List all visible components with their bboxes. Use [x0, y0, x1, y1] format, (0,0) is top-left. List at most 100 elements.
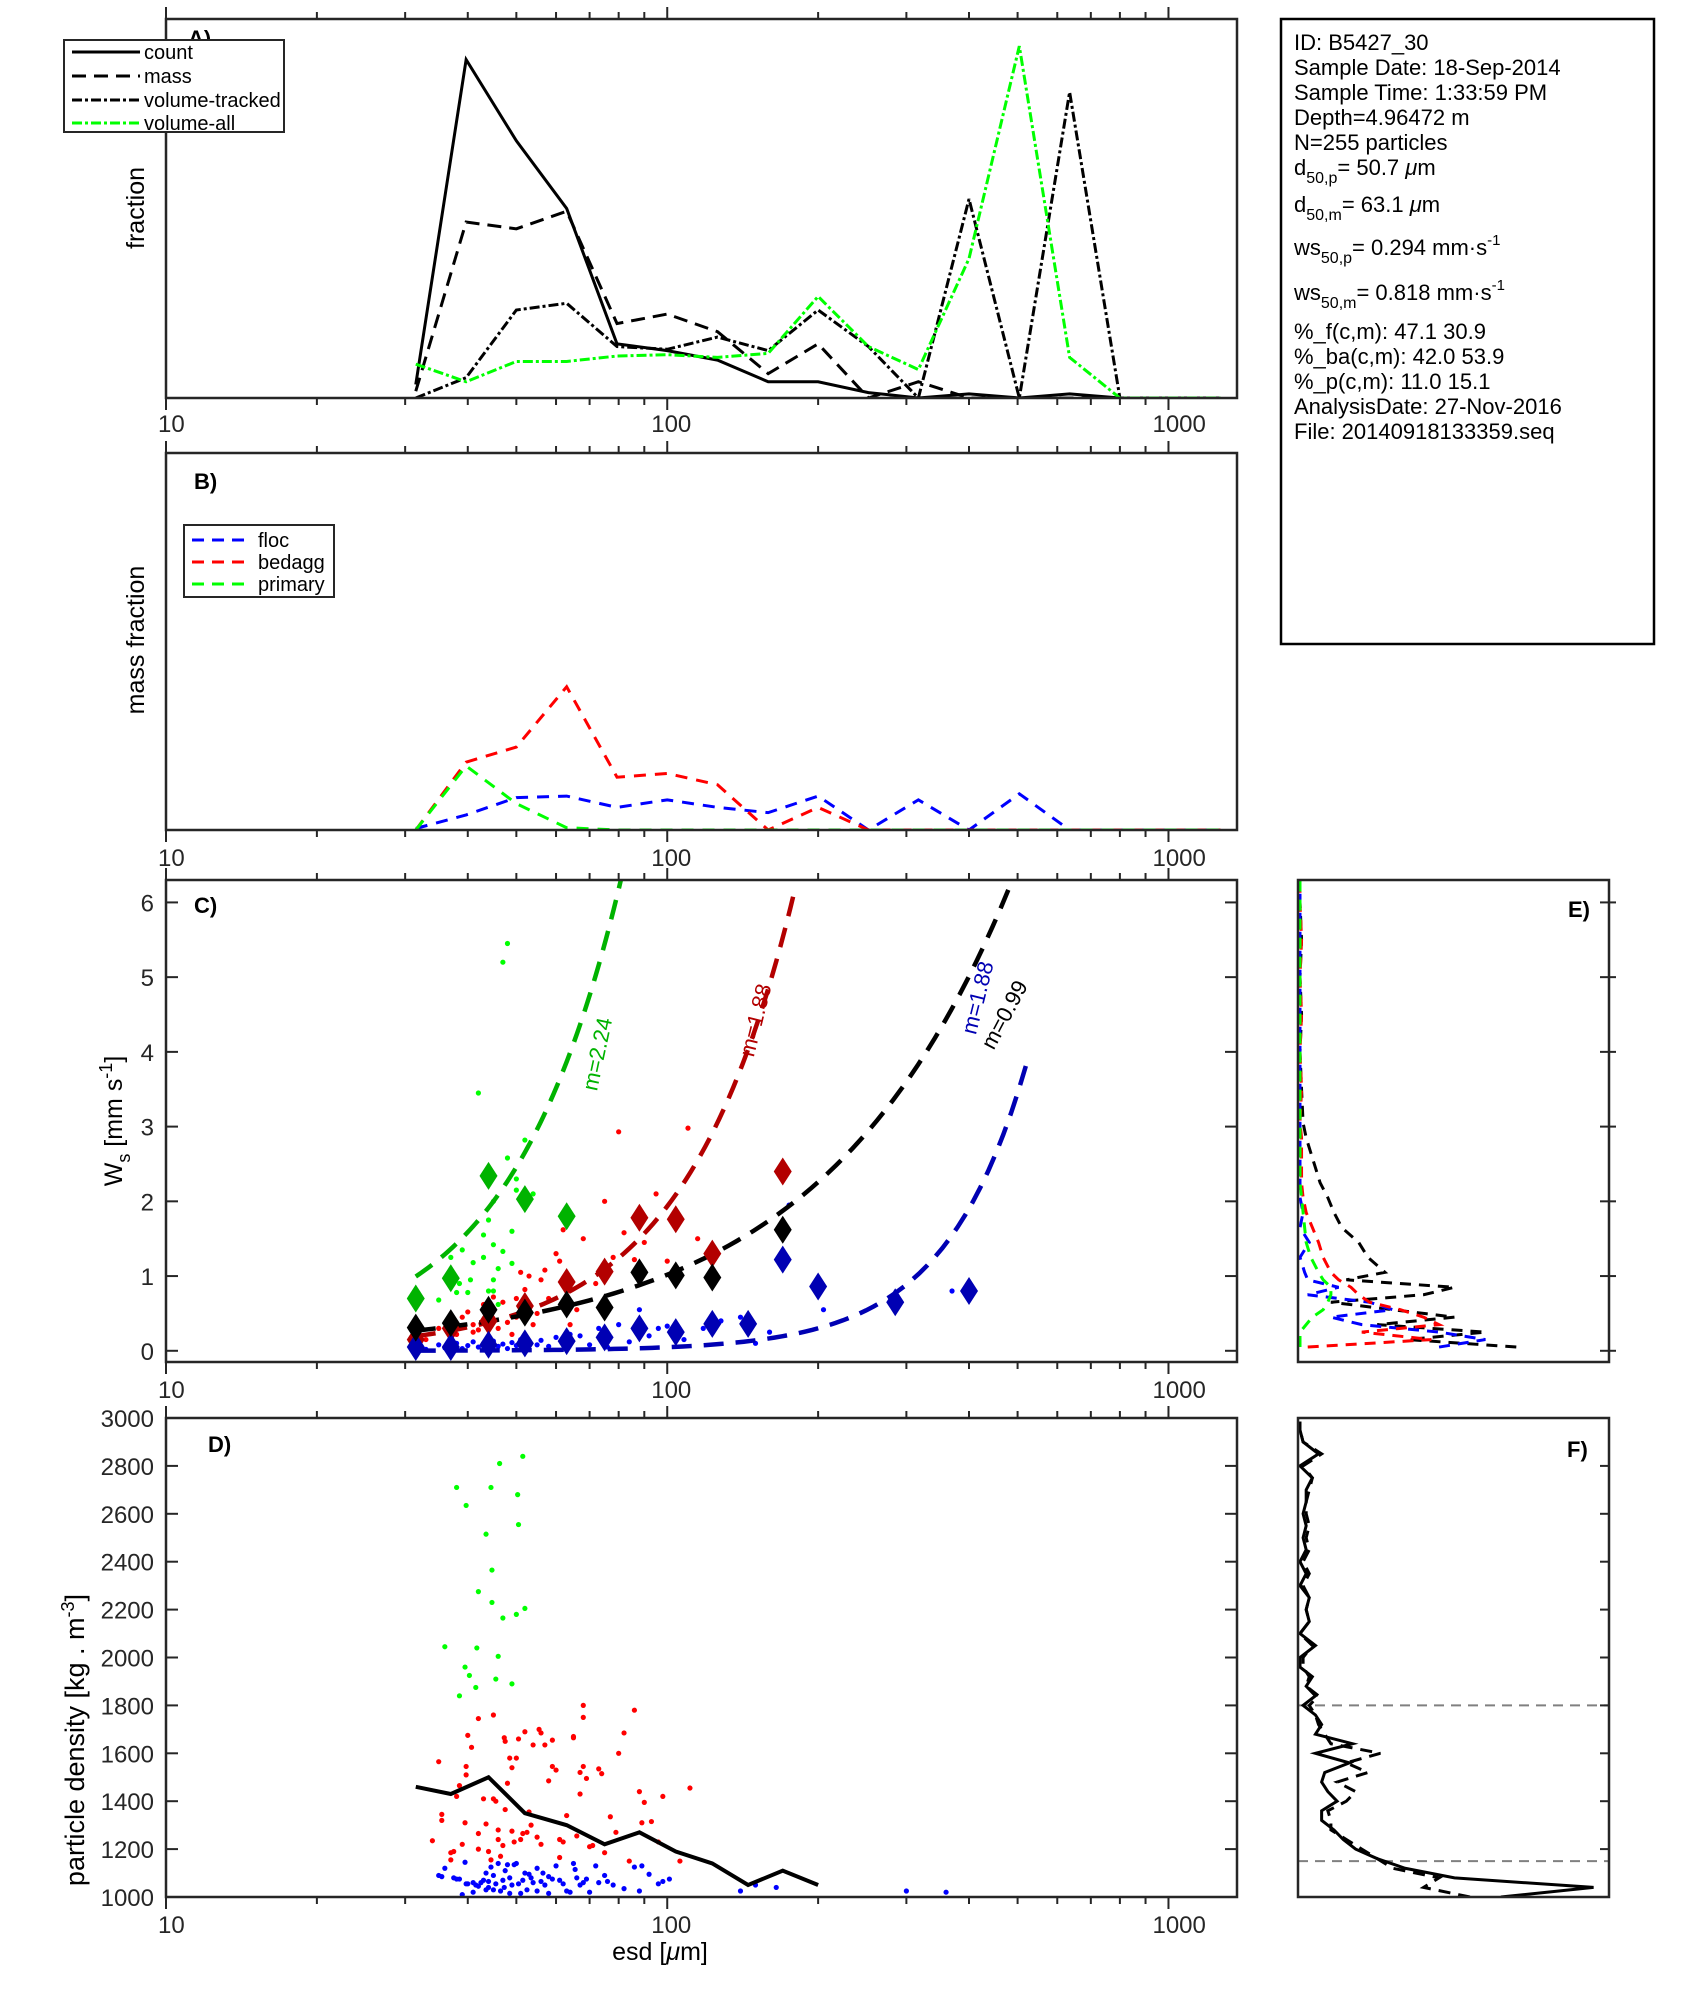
- y-tick-label: 3: [141, 1115, 154, 1142]
- point-bedagg: [515, 1736, 522, 1742]
- point-bedagg: [530, 1742, 536, 1748]
- binned-floc: [441, 1333, 460, 1362]
- point-floc: [501, 1884, 507, 1891]
- point-floc: [546, 1890, 552, 1897]
- point-primary: [454, 1289, 460, 1296]
- point-primary: [495, 1265, 501, 1272]
- point-primary: [513, 1611, 519, 1617]
- point-primary: [515, 1492, 521, 1498]
- panel-b-label: B): [194, 469, 217, 494]
- point-bedagg: [468, 1744, 475, 1750]
- point-floc: [465, 1881, 471, 1887]
- point-primary: [513, 1187, 519, 1193]
- point-bedagg: [436, 1759, 442, 1765]
- point-bedagg: [480, 1796, 487, 1802]
- point-floc: [664, 1323, 670, 1329]
- point-floc: [626, 1339, 632, 1345]
- point-floc: [497, 1888, 504, 1894]
- binned-bedagg: [595, 1257, 614, 1286]
- point-primary: [497, 1460, 503, 1467]
- point-bedagg: [475, 1846, 481, 1852]
- y-tick-label: 1400: [101, 1789, 154, 1816]
- point-bedagg: [685, 1125, 691, 1131]
- point-primary: [456, 1280, 463, 1287]
- point-bedagg: [534, 1834, 540, 1840]
- point-bedagg: [631, 1707, 638, 1713]
- legend-primary: primary: [258, 574, 325, 596]
- point-floc: [475, 1344, 481, 1350]
- binned-floc: [630, 1314, 649, 1343]
- point-bedagg: [439, 1817, 445, 1823]
- point-bedagg: [463, 1772, 469, 1778]
- point-bedagg: [557, 1258, 563, 1264]
- point-bedagg: [518, 1836, 524, 1843]
- point-floc: [596, 1325, 602, 1331]
- binned-floc: [960, 1277, 979, 1306]
- point-floc: [490, 1872, 497, 1879]
- point-bedagg: [538, 1277, 544, 1283]
- point-primary: [500, 1615, 506, 1621]
- panel-e-ticks: [1600, 901, 1616, 1352]
- info-box: ID: B5427_30 Sample Date: 18-Sep-2014 Sa…: [1279, 17, 1656, 646]
- point-primary: [509, 1228, 515, 1234]
- point-bedagg: [497, 1853, 504, 1859]
- panel-a-frame: [164, 17, 1239, 400]
- panel-d-label: D): [208, 1432, 231, 1457]
- point-bedagg: [590, 1842, 596, 1849]
- point-primary: [485, 1217, 492, 1223]
- point-floc: [538, 1337, 544, 1343]
- panel-b-marks: [414, 684, 1221, 830]
- binned-primary: [406, 1284, 425, 1313]
- panel-e: E): [1296, 878, 1616, 1364]
- panel-d: 10 100 1000 1000 1200 1400 1600 1800 2000 2200 240…: [58, 1406, 1239, 1966]
- point-floc: [553, 1863, 559, 1869]
- info-n: N=255 particles: [1294, 130, 1447, 155]
- info-analysis-date: AnalysisDate: 27-Nov-2016: [1294, 394, 1562, 419]
- legend-mass: mass: [144, 66, 192, 88]
- y-tick-label: 2000: [101, 1646, 154, 1673]
- point-bedagg: [475, 1715, 481, 1722]
- point-floc: [570, 1860, 577, 1867]
- binned-all: [773, 1215, 792, 1244]
- point-floc: [553, 1334, 559, 1340]
- point-bedagg: [660, 1793, 666, 1800]
- point-bedagg: [553, 1767, 559, 1773]
- point-primary: [522, 1605, 528, 1612]
- point-floc: [528, 1875, 534, 1881]
- fit-label: m=1.88: [734, 981, 776, 1059]
- point-bedagg: [524, 1829, 530, 1835]
- x-tick-label: 100: [651, 845, 691, 872]
- point-floc: [549, 1876, 555, 1882]
- series-primary: [414, 763, 1221, 830]
- y-tick-label: 4: [141, 1040, 154, 1067]
- point-bedagg: [429, 1838, 435, 1844]
- point-bedagg: [439, 1811, 445, 1817]
- point-bedagg: [493, 1798, 499, 1804]
- point-bedagg: [580, 1236, 586, 1242]
- panel-e-marks: [1298, 880, 1517, 1349]
- binned-floc: [703, 1309, 722, 1338]
- point-floc: [574, 1875, 580, 1881]
- panel-a: 10 100 1000 A) fraction count mass volume-…: [63, 7, 1239, 438]
- xlabel-mu: μ: [665, 1938, 680, 1966]
- series-primary: [1298, 880, 1333, 1348]
- panel-a-marks: [414, 45, 1221, 398]
- point-floc: [766, 1329, 773, 1335]
- point-bedagg: [502, 1738, 508, 1744]
- point-floc: [646, 1871, 652, 1877]
- point-primary: [473, 1684, 479, 1691]
- point-bedagg: [448, 1857, 454, 1863]
- point-bedagg: [549, 1763, 555, 1770]
- x-tick-label: 1000: [1152, 1377, 1205, 1404]
- ylabel-w-sub: s: [114, 1154, 134, 1163]
- info-file: File: 20140918133359.seq: [1294, 419, 1555, 444]
- point-bedagg: [490, 1294, 497, 1300]
- point-bedagg: [500, 1299, 506, 1305]
- panel-a-legend: count mass volume-tracked volume-all: [63, 39, 285, 135]
- point-floc: [820, 1307, 827, 1313]
- point-floc: [602, 1872, 608, 1879]
- point-primary: [504, 1155, 511, 1161]
- point-floc: [534, 1865, 540, 1871]
- binned-all: [666, 1261, 685, 1290]
